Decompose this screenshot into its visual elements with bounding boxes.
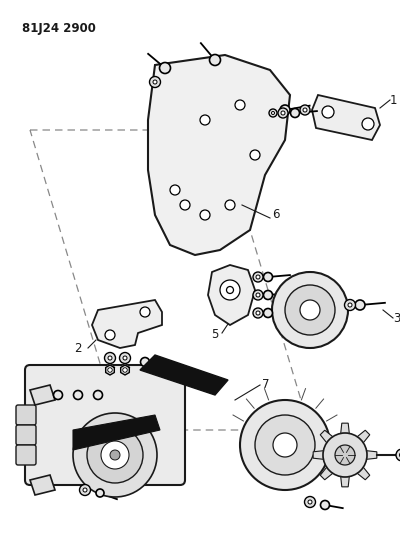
Circle shape (396, 449, 400, 461)
Circle shape (290, 109, 300, 117)
Circle shape (272, 272, 348, 348)
Circle shape (123, 368, 127, 372)
Circle shape (101, 441, 129, 469)
Circle shape (240, 400, 330, 490)
Polygon shape (92, 300, 162, 348)
FancyBboxPatch shape (16, 445, 36, 465)
Circle shape (235, 100, 245, 110)
Circle shape (355, 300, 365, 310)
Text: 7: 7 (262, 378, 270, 392)
Circle shape (264, 309, 272, 318)
Polygon shape (341, 423, 349, 433)
Polygon shape (341, 477, 349, 487)
Circle shape (200, 115, 210, 125)
Circle shape (300, 105, 310, 115)
Circle shape (264, 272, 272, 281)
Circle shape (104, 352, 116, 364)
Circle shape (170, 185, 180, 195)
Circle shape (322, 106, 334, 118)
Polygon shape (148, 55, 290, 255)
Circle shape (253, 272, 263, 282)
Circle shape (80, 484, 90, 496)
Polygon shape (320, 467, 333, 480)
Polygon shape (357, 467, 370, 480)
FancyBboxPatch shape (16, 425, 36, 445)
Polygon shape (208, 265, 255, 325)
Polygon shape (312, 95, 380, 140)
Circle shape (308, 500, 312, 504)
Circle shape (160, 62, 170, 74)
Polygon shape (366, 451, 377, 459)
Circle shape (250, 150, 260, 160)
FancyBboxPatch shape (25, 365, 185, 485)
Circle shape (96, 489, 104, 497)
Circle shape (105, 330, 115, 340)
Text: 81J24 2900: 81J24 2900 (22, 22, 96, 35)
Circle shape (73, 413, 157, 497)
Text: 2: 2 (74, 342, 82, 354)
Circle shape (362, 118, 374, 130)
Circle shape (153, 80, 157, 84)
Polygon shape (357, 430, 370, 443)
Polygon shape (320, 430, 333, 443)
Circle shape (225, 200, 235, 210)
Circle shape (54, 391, 62, 400)
Polygon shape (140, 355, 228, 395)
Circle shape (273, 433, 297, 457)
Circle shape (269, 109, 277, 117)
Circle shape (150, 77, 160, 87)
Circle shape (303, 108, 307, 112)
Circle shape (348, 303, 352, 307)
Text: 3: 3 (393, 311, 400, 325)
Circle shape (264, 290, 272, 300)
Text: 5: 5 (211, 328, 219, 342)
Circle shape (256, 311, 260, 315)
Circle shape (180, 200, 190, 210)
Circle shape (140, 307, 150, 317)
Circle shape (300, 300, 320, 320)
Circle shape (220, 280, 240, 300)
Circle shape (285, 285, 335, 335)
Text: 1: 1 (390, 93, 398, 107)
Circle shape (94, 391, 102, 400)
Circle shape (253, 290, 263, 300)
Circle shape (280, 105, 290, 115)
Circle shape (210, 54, 220, 66)
Polygon shape (121, 365, 129, 375)
Polygon shape (73, 415, 160, 450)
Circle shape (256, 275, 260, 279)
Circle shape (123, 356, 127, 360)
Circle shape (278, 108, 288, 118)
Circle shape (110, 450, 120, 460)
FancyBboxPatch shape (16, 405, 36, 425)
Circle shape (108, 356, 112, 360)
Polygon shape (313, 451, 324, 459)
Circle shape (83, 488, 87, 492)
Polygon shape (106, 365, 114, 375)
Circle shape (281, 111, 285, 115)
Circle shape (344, 300, 356, 311)
Circle shape (256, 293, 260, 297)
Polygon shape (30, 475, 55, 495)
Circle shape (255, 415, 315, 475)
Circle shape (200, 210, 210, 220)
Circle shape (335, 445, 355, 465)
Circle shape (226, 287, 234, 294)
Circle shape (320, 500, 330, 510)
Text: 6: 6 (272, 208, 280, 222)
Circle shape (74, 391, 82, 400)
Circle shape (272, 111, 274, 115)
Circle shape (87, 427, 143, 483)
Circle shape (108, 368, 112, 372)
Circle shape (304, 497, 316, 507)
Circle shape (253, 308, 263, 318)
Circle shape (323, 433, 367, 477)
Polygon shape (30, 385, 55, 405)
Circle shape (120, 352, 130, 364)
Circle shape (140, 358, 150, 367)
